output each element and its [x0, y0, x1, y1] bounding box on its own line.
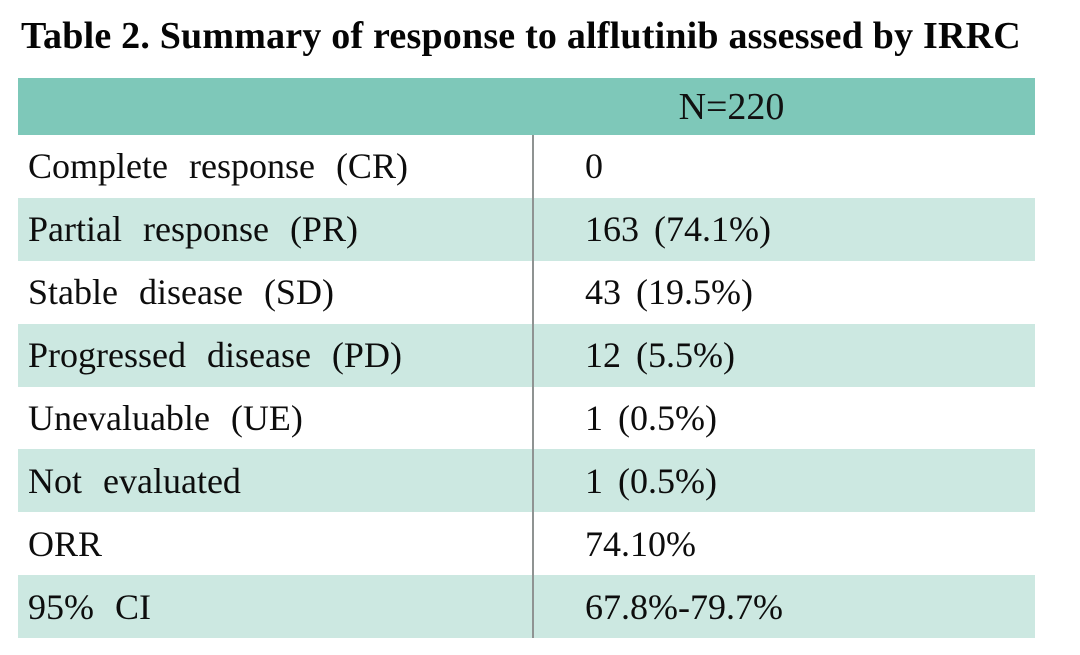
table-header-row: N=220 — [18, 78, 1035, 135]
table-row-progressed-disease: Progressed disease (PD) 12 (5.5%) — [18, 323, 1035, 387]
row-value: 0 — [585, 146, 603, 187]
column-divider-line — [532, 135, 534, 638]
response-summary-table: N=220 Complete response (CR) 0 Partial r… — [18, 78, 1035, 638]
row-label: Progressed disease (PD) — [28, 335, 402, 376]
table-body: Complete response (CR) 0 Partial respons… — [18, 135, 1035, 638]
row-label: ORR — [28, 523, 103, 564]
row-value: 74.10% — [585, 523, 696, 564]
row-label: Not evaluated — [28, 460, 241, 501]
table-row-not-evaluated: Not evaluated 1 (0.5%) — [18, 449, 1035, 513]
table-row-unevaluable: Unevaluable (UE) 1 (0.5%) — [18, 387, 1035, 450]
page-title: Table 2. Summary of response to alflutin… — [21, 15, 1021, 57]
table-row-complete-response: Complete response (CR) 0 — [18, 135, 1035, 198]
table-row-orr: ORR 74.10% — [18, 512, 1035, 575]
row-value: 43 (19.5%) — [585, 272, 753, 313]
row-value: 12 (5.5%) — [585, 335, 735, 376]
row-value: 1 (0.5%) — [585, 460, 717, 501]
row-label: Partial response (PR) — [28, 209, 358, 250]
row-value: 163 (74.1%) — [585, 209, 771, 250]
row-label: Unevaluable (UE) — [28, 397, 303, 438]
row-label: Stable disease (SD) — [28, 272, 334, 313]
header-spacer-cell — [18, 78, 533, 135]
table-row-stable-disease: Stable disease (SD) 43 (19.5%) — [18, 261, 1035, 324]
table-row-partial-response: Partial response (PR) 163 (74.1%) — [18, 197, 1035, 261]
row-value: 67.8%-79.7% — [585, 586, 783, 627]
row-label: 95% CI — [28, 586, 151, 627]
table-row-95-ci: 95% CI 67.8%-79.7% — [18, 575, 1035, 638]
row-label: Complete response (CR) — [28, 146, 408, 187]
header-n-count: N=220 — [678, 85, 785, 128]
row-value: 1 (0.5%) — [585, 397, 717, 438]
